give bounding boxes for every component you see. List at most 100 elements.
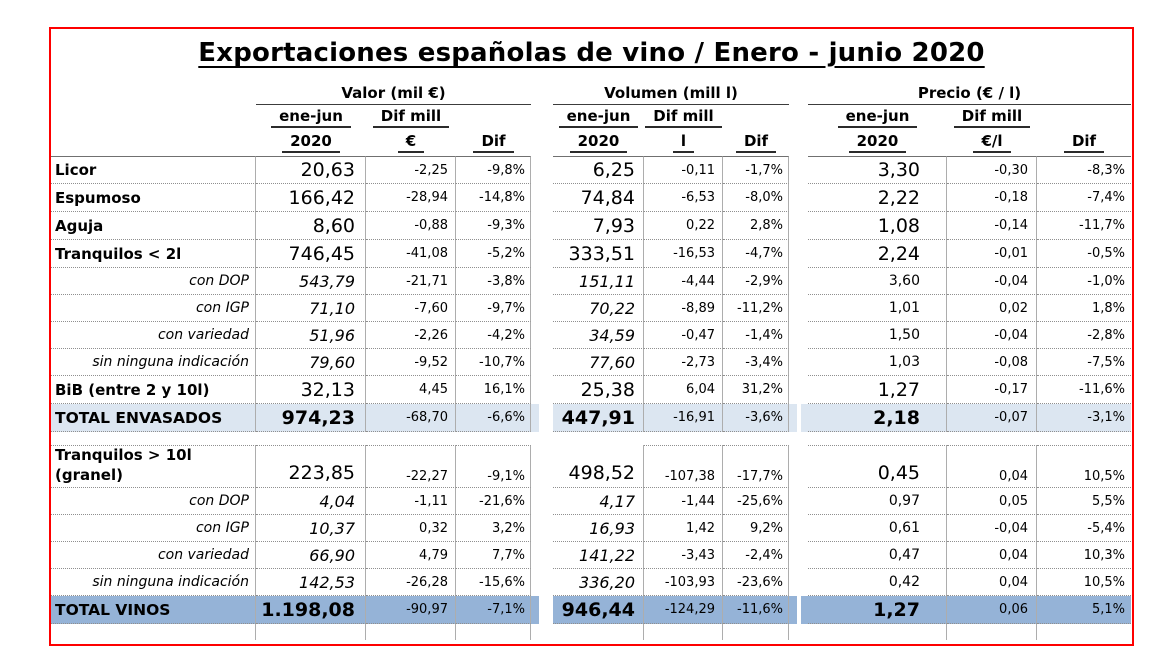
cell-precio-pct: -3,1% <box>1037 404 1131 432</box>
cell-volumen-pct: 9,2% <box>723 515 789 542</box>
cell-volumen-pct: -1,4% <box>723 322 789 349</box>
table-row: Aguja 8,60 -0,88 -9,3% 7,93 0,22 2,8% 1,08 -0,14… <box>51 212 1132 240</box>
cell-volumen-2020: 4,17 <box>553 488 644 515</box>
cell-valor-2020: 166,42 <box>256 184 366 212</box>
cell-volumen-pct: -23,6% <box>723 569 789 596</box>
cell-volumen-pct: -11,6% <box>723 596 789 624</box>
column-gap <box>789 212 808 240</box>
cell-valor-2020: 746,45 <box>256 240 366 268</box>
empty-cell <box>947 624 1037 640</box>
column-gap <box>789 445 808 488</box>
column-gap <box>531 445 553 488</box>
table-row: con DOP 543,79 -21,71 -3,8% 151,11 -4,44 -2,9%… <box>51 268 1132 295</box>
column-gap <box>531 322 553 349</box>
row-label: BiB (entre 2 y 10l) <box>51 376 256 404</box>
cell-precio-pct: 1,8% <box>1037 295 1131 322</box>
header-difpct-precio: Dif <box>1037 129 1131 156</box>
cell-volumen-dif: -1,44 <box>644 488 723 515</box>
cell-valor-dif: -68,70 <box>366 404 456 432</box>
cell-precio-2020: 0,47 <box>808 542 947 569</box>
column-gap <box>531 184 553 212</box>
cell-valor-dif: -7,60 <box>366 295 456 322</box>
table-row: con IGP 71,10 -7,60 -9,7% 70,22 -8,89 -11,2% 1,… <box>51 295 1132 322</box>
cell-precio-pct: -0,5% <box>1037 240 1131 268</box>
column-gap <box>789 376 808 404</box>
cell-valor-pct: 3,2% <box>456 515 531 542</box>
cell-precio-pct: 5,5% <box>1037 488 1131 515</box>
column-group-volumen: Volumen (mill l) <box>553 81 789 105</box>
row-label: TOTAL ENVASADOS <box>51 404 256 432</box>
row-label-line2: (granel) <box>55 465 123 484</box>
cell-volumen-2020: 7,93 <box>553 212 644 240</box>
cell-valor-2020: 66,90 <box>256 542 366 569</box>
cell-volumen-2020: 77,60 <box>553 349 644 376</box>
cell-volumen-pct: -2,4% <box>723 542 789 569</box>
table-row: con IGP 10,37 0,32 3,2% 16,93 1,42 9,2% 0,61 -0,… <box>51 515 1132 542</box>
cell-valor-pct: -9,3% <box>456 212 531 240</box>
cell-valor-2020: 142,53 <box>256 569 366 596</box>
table-row: Licor 20,63 -2,25 -9,8% 6,25 -0,11 -1,7% 3,30 -0… <box>51 156 1132 184</box>
report-inner: Exportaciones españolas de vino / Enero … <box>51 29 1132 640</box>
table-row: Tranquilos < 2l 746,45 -41,08 -5,2% 333,51 -1… <box>51 240 1132 268</box>
cell-volumen-2020: 34,59 <box>553 322 644 349</box>
column-gap <box>531 515 553 542</box>
cell-precio-pct: -2,8% <box>1037 322 1131 349</box>
cell-precio-dif: -0,08 <box>947 349 1037 376</box>
table-row: con DOP 4,04 -1,11 -21,6% 4,17 -1,44 -25,6% 0,9… <box>51 488 1132 515</box>
cell-volumen-pct: -1,7% <box>723 156 789 184</box>
header-dif-volumen: Dif mill <box>644 105 723 129</box>
cell-volumen-2020: 70,22 <box>553 295 644 322</box>
cell-precio-2020: 2,24 <box>808 240 947 268</box>
cell-valor-2020: 51,96 <box>256 322 366 349</box>
table-row: Tranquilos > 10l (granel) 223,85 -22,27 -9,1… <box>51 445 1132 488</box>
cell-volumen-2020: 6,25 <box>553 156 644 184</box>
cell-precio-pct: 10,5% <box>1037 445 1131 488</box>
cell-precio-pct: -7,5% <box>1037 349 1131 376</box>
cell-precio-pct: -11,6% <box>1037 376 1131 404</box>
cell-valor-pct: -9,1% <box>456 445 531 488</box>
cell-volumen-dif: -6,53 <box>644 184 723 212</box>
row-label: TOTAL VINOS <box>51 596 256 624</box>
column-gap <box>531 488 553 515</box>
cell-valor-pct: 7,7% <box>456 542 531 569</box>
column-gap <box>789 542 808 569</box>
column-gap <box>531 268 553 295</box>
cell-volumen-2020: 946,44 <box>553 596 644 624</box>
cell-volumen-2020: 336,20 <box>553 569 644 596</box>
cell-volumen-dif: -4,44 <box>644 268 723 295</box>
cell-precio-dif: -0,04 <box>947 322 1037 349</box>
table-row: TOTAL ENVASADOS 974,23 -68,70 -6,6% 447,91 -1… <box>51 404 1132 432</box>
cell-volumen-2020: 447,91 <box>553 404 644 432</box>
row-label: Tranquilos > 10l (granel) <box>51 445 256 488</box>
table-row: TOTAL VINOS 1.198,08 -90,97 -7,1% 946,44 -124… <box>51 596 1132 624</box>
cell-precio-dif: -0,07 <box>947 404 1037 432</box>
header-period-valor: ene-jun <box>256 105 366 129</box>
cell-volumen-2020: 141,22 <box>553 542 644 569</box>
cell-precio-dif: 0,06 <box>947 596 1037 624</box>
cell-precio-pct: -11,7% <box>1037 212 1131 240</box>
cell-volumen-2020: 25,38 <box>553 376 644 404</box>
column-gap <box>531 542 553 569</box>
cell-volumen-pct: 2,8% <box>723 212 789 240</box>
column-group-precio: Precio (€ / l) <box>808 81 1131 105</box>
cell-precio-2020: 1,03 <box>808 349 947 376</box>
empty-cell <box>789 624 808 640</box>
cell-valor-2020: 4,04 <box>256 488 366 515</box>
cell-valor-dif: 4,79 <box>366 542 456 569</box>
cell-valor-2020: 10,37 <box>256 515 366 542</box>
header-row-1: ene-jun Dif mill ene-jun Dif mill ene-ju… <box>51 105 1132 129</box>
column-gap <box>789 268 808 295</box>
cell-precio-pct: -7,4% <box>1037 184 1131 212</box>
column-gap <box>531 569 553 596</box>
row-label: con IGP <box>51 295 256 322</box>
column-gap <box>789 349 808 376</box>
empty-cell <box>531 624 553 640</box>
cell-valor-pct: -3,8% <box>456 268 531 295</box>
cell-volumen-dif: 6,04 <box>644 376 723 404</box>
empty-cell <box>51 624 256 640</box>
table-bottom-row <box>51 624 1132 640</box>
row-label: con variedad <box>51 542 256 569</box>
cell-precio-dif: -0,04 <box>947 268 1037 295</box>
column-gap <box>531 295 553 322</box>
cell-volumen-dif: -103,93 <box>644 569 723 596</box>
